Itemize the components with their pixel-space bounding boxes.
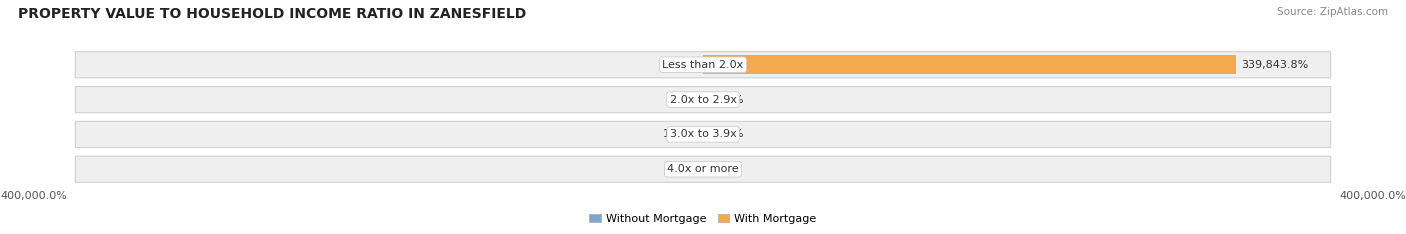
FancyBboxPatch shape — [76, 156, 1330, 182]
Text: Source: ZipAtlas.com: Source: ZipAtlas.com — [1277, 7, 1388, 17]
Text: Less than 2.0x: Less than 2.0x — [662, 60, 744, 70]
Text: 3.0x to 3.9x: 3.0x to 3.9x — [669, 129, 737, 139]
Legend: Without Mortgage, With Mortgage: Without Mortgage, With Mortgage — [585, 209, 821, 228]
Text: 28.1%: 28.1% — [709, 129, 744, 139]
Text: 400,000.0%: 400,000.0% — [1339, 191, 1406, 201]
FancyBboxPatch shape — [76, 87, 1330, 113]
Text: 3.1%: 3.1% — [709, 164, 737, 174]
Bar — [703, 55, 1236, 74]
FancyBboxPatch shape — [76, 121, 1330, 147]
Text: 71.9%: 71.9% — [662, 60, 697, 70]
Text: 68.8%: 68.8% — [709, 95, 744, 105]
FancyBboxPatch shape — [76, 52, 1330, 78]
Text: 6.3%: 6.3% — [669, 164, 697, 174]
Text: 9.4%: 9.4% — [669, 95, 697, 105]
Text: 339,843.8%: 339,843.8% — [1241, 60, 1309, 70]
Text: 4.0x or more: 4.0x or more — [668, 164, 738, 174]
Text: 400,000.0%: 400,000.0% — [0, 191, 67, 201]
Text: 2.0x to 2.9x: 2.0x to 2.9x — [669, 95, 737, 105]
Text: PROPERTY VALUE TO HOUSEHOLD INCOME RATIO IN ZANESFIELD: PROPERTY VALUE TO HOUSEHOLD INCOME RATIO… — [18, 7, 526, 21]
Text: 12.5%: 12.5% — [662, 129, 697, 139]
